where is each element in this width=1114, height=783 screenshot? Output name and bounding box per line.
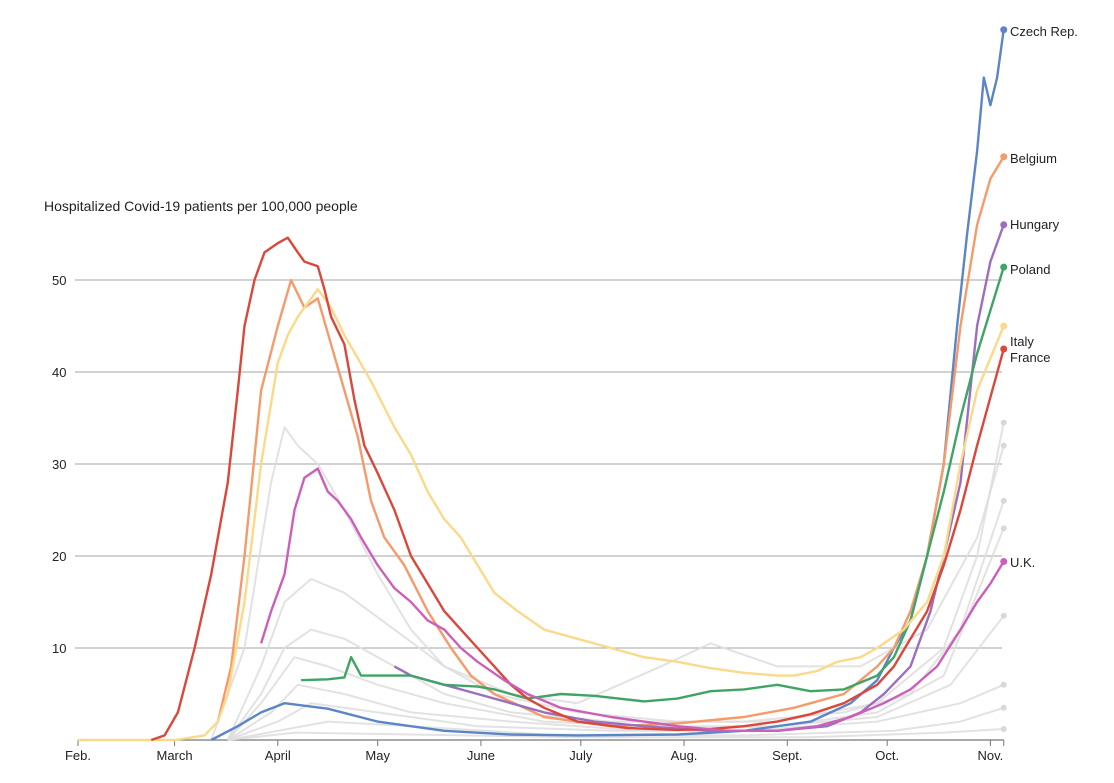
series-line-other-country (226, 500, 1005, 741)
series-line-u-k (259, 467, 1005, 732)
series-end-dot (1000, 263, 1008, 271)
series-end-dot (1000, 497, 1007, 504)
series-line-other-country (210, 422, 1005, 741)
series-line-other-country (227, 528, 1005, 741)
series-label: Czech Rep. (1010, 24, 1078, 39)
series-end-dot (1000, 725, 1007, 732)
series-line-poland (301, 266, 1005, 703)
x-tick-label: July (569, 748, 593, 763)
x-tick-label: Nov. (978, 748, 1004, 763)
x-tick-label: April (265, 748, 291, 763)
series-label: Belgium (1010, 151, 1057, 166)
x-tick-label: March (157, 748, 193, 763)
series-line-other-country (227, 683, 1005, 741)
x-tick-label: Feb. (65, 748, 91, 763)
series-line-italy (150, 236, 1005, 742)
series-line-france (78, 288, 1005, 742)
series-end-dot (1000, 558, 1008, 566)
series-end-dot (1000, 322, 1008, 330)
series-end-dot (1000, 345, 1008, 353)
y-tick-label: 20 (52, 549, 66, 564)
series-label: Poland (1010, 262, 1050, 277)
series-end-dot (1000, 26, 1008, 34)
x-tick-label: Aug. (671, 748, 698, 763)
series-end-dot (1000, 681, 1007, 688)
y-tick-label: 10 (52, 641, 66, 656)
series-line-other-country (227, 615, 1005, 741)
y-tick-label: 50 (52, 273, 66, 288)
series-line-hungary (393, 224, 1005, 732)
series-label: Italy (1010, 334, 1034, 349)
series-line-other-country (227, 728, 1004, 741)
x-tick-label: Oct. (875, 748, 899, 763)
series-end-dot (1000, 612, 1007, 619)
x-tick-label: June (467, 748, 495, 763)
series-end-dot (1000, 153, 1008, 161)
y-tick-label: 30 (52, 457, 66, 472)
series-label: France (1010, 350, 1050, 365)
series-end-dot (1000, 419, 1007, 426)
y-tick-label: 40 (52, 365, 66, 380)
series-end-dot (1000, 442, 1007, 449)
series-end-dot (1000, 221, 1008, 229)
series-line-czech-rep (210, 29, 1005, 742)
x-tick-label: May (365, 748, 390, 763)
series-label: U.K. (1010, 555, 1035, 570)
series-label: Hungary (1010, 217, 1060, 232)
x-tick-label: Sept. (772, 748, 802, 763)
series-end-dot (1000, 704, 1007, 711)
series-end-dot (1000, 525, 1007, 532)
chart-title: Hospitalized Covid-19 patients per 100,0… (44, 198, 358, 214)
